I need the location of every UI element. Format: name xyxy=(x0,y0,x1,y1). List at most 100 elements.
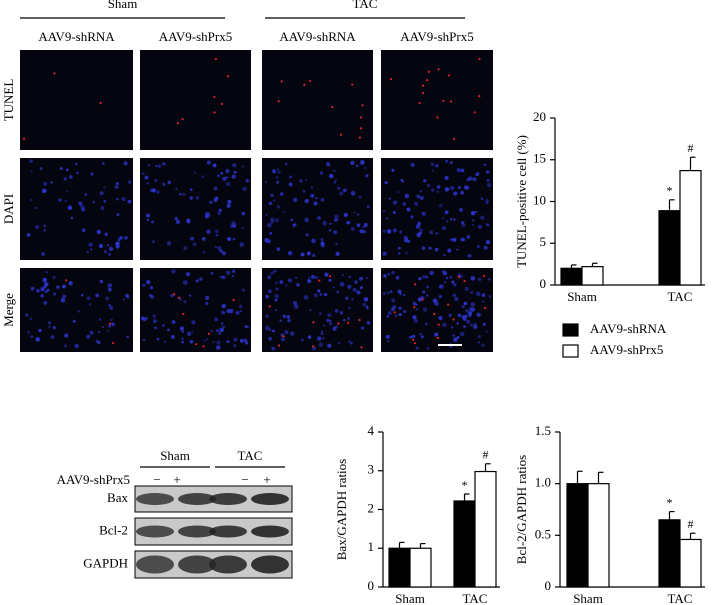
apoptotic-cell xyxy=(360,346,363,349)
apoptotic-cell xyxy=(414,283,417,286)
nucleus xyxy=(309,309,312,312)
column-label: AAV9-shPrx5 xyxy=(159,29,232,44)
nucleus xyxy=(329,322,333,326)
nucleus xyxy=(63,177,68,181)
nucleus xyxy=(472,219,475,222)
nucleus xyxy=(412,334,416,338)
nucleus xyxy=(360,285,364,289)
nucleus xyxy=(64,333,69,338)
nucleus xyxy=(392,228,397,233)
nucleus xyxy=(422,275,426,279)
apoptotic-cell xyxy=(282,335,285,338)
nucleus xyxy=(29,159,33,163)
significance-mark: # xyxy=(688,517,694,531)
nucleus xyxy=(293,197,298,202)
nucleus xyxy=(225,168,230,174)
nucleus xyxy=(268,328,272,332)
y-axis-label: Bcl-2/GAPDH ratios xyxy=(514,455,529,564)
y-tick-label: 0.5 xyxy=(535,526,551,541)
nucleus xyxy=(215,233,219,237)
nucleus xyxy=(30,198,33,202)
nucleus xyxy=(332,286,335,289)
nucleus xyxy=(239,309,242,313)
column-label: AAV9-shRNA xyxy=(38,29,115,44)
nucleus xyxy=(453,191,458,196)
nucleus xyxy=(142,283,146,287)
error-bar xyxy=(689,532,696,540)
nucleus xyxy=(421,246,426,250)
nucleus xyxy=(148,293,152,297)
nucleus xyxy=(391,298,396,303)
nucleus xyxy=(272,329,275,333)
nucleus xyxy=(459,208,463,212)
nucleus xyxy=(213,186,218,191)
nucleus xyxy=(350,226,355,231)
nucleus xyxy=(431,188,435,192)
nucleus xyxy=(343,318,346,322)
nucleus xyxy=(307,335,312,339)
nucleus xyxy=(387,311,392,316)
nucleus xyxy=(68,175,73,179)
nucleus xyxy=(445,276,449,280)
apoptotic-cell xyxy=(351,83,354,86)
nucleus xyxy=(328,229,332,232)
apoptotic-cell xyxy=(358,318,361,322)
nucleus xyxy=(313,293,318,298)
apoptotic-cell xyxy=(213,111,216,114)
nucleus xyxy=(195,196,199,200)
nucleus xyxy=(52,275,56,279)
nucleus xyxy=(195,279,199,283)
nucleus xyxy=(227,237,232,242)
nucleus xyxy=(189,339,194,344)
nucleus xyxy=(304,178,307,181)
column-label: AAV9-shPrx5 xyxy=(400,29,473,44)
nucleus xyxy=(394,314,398,318)
nucleus xyxy=(144,175,149,180)
nucleus xyxy=(34,206,37,209)
row-label: TUNEL xyxy=(1,79,16,122)
nucleus xyxy=(163,340,167,343)
nucleus xyxy=(444,210,449,215)
nucleus xyxy=(423,179,427,183)
nucleus xyxy=(242,186,247,192)
nucleus xyxy=(175,187,178,190)
nucleus xyxy=(221,303,227,309)
apoptotic-cell xyxy=(99,101,102,105)
nucleus xyxy=(419,228,424,232)
error-bar xyxy=(570,264,577,269)
nucleus xyxy=(221,325,226,329)
blot-group-label: TAC xyxy=(238,448,263,463)
nucleus xyxy=(290,218,294,222)
nucleus xyxy=(403,235,408,240)
nucleus xyxy=(273,199,276,202)
nucleus xyxy=(226,203,231,208)
y-tick-label: 1.5 xyxy=(535,423,551,438)
bar xyxy=(679,538,702,588)
nucleus xyxy=(399,230,403,234)
nucleus xyxy=(44,290,48,294)
nucleus xyxy=(346,220,350,225)
nucleus xyxy=(108,324,111,328)
nucleus xyxy=(311,238,316,244)
nucleus xyxy=(422,307,428,312)
nucleus xyxy=(206,338,209,341)
nucleus xyxy=(110,318,113,321)
nucleus xyxy=(265,314,269,318)
nucleus xyxy=(436,185,441,189)
micrograph xyxy=(262,158,373,260)
nucleus xyxy=(290,331,295,336)
band xyxy=(178,555,216,574)
apoptotic-cell xyxy=(53,72,56,75)
nucleus xyxy=(314,276,319,280)
nucleus xyxy=(416,232,421,238)
nucleus xyxy=(366,205,370,209)
nucleus xyxy=(266,222,272,228)
nucleus xyxy=(452,334,456,337)
nucleus xyxy=(348,340,351,344)
nucleus xyxy=(179,326,184,331)
y-tick-label: 1 xyxy=(368,539,375,554)
nucleus xyxy=(335,251,340,257)
nucleus xyxy=(24,313,29,317)
nucleus xyxy=(167,241,172,246)
nucleus xyxy=(356,223,361,228)
